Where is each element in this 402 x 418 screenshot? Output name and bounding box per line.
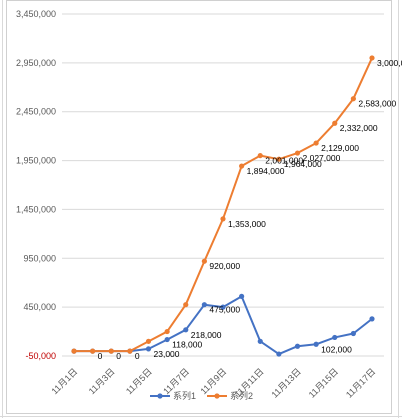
data-label: 2,332,000 (340, 123, 378, 133)
data-point (183, 327, 189, 333)
gridlines (62, 13, 384, 357)
sheet-gridline (2, 0, 3, 418)
data-point (220, 216, 226, 222)
data-label: 3,000,000 (377, 58, 402, 68)
data-point (201, 302, 207, 308)
data-point (127, 348, 133, 354)
data-point (220, 304, 226, 310)
chart-area[interactable] (6, 0, 392, 414)
y-tick-label: 2,950,000 (16, 58, 56, 68)
data-label: 2,027,000 (303, 153, 341, 163)
y-axis-tick-labels: -50,000 450,000 950,000 1,450,000 1,950,000 2… (16, 9, 56, 361)
data-point (350, 330, 356, 337)
data-point (164, 336, 170, 343)
data-point (183, 302, 189, 308)
data-label: 23,000 (154, 349, 180, 359)
data-label: 0 (135, 351, 140, 361)
data-point (145, 346, 152, 352)
data-label: 2,583,000 (358, 99, 396, 109)
x-tick-label: 11月5日 (124, 366, 154, 396)
legend[interactable]: 系列1 系列2 (150, 390, 253, 401)
data-label: 102,000 (321, 344, 352, 354)
y-tick-label: 2,450,000 (16, 107, 56, 117)
x-tick-label: 11月15日 (307, 366, 340, 399)
legend-entry[interactable]: 系列1 (173, 390, 196, 401)
data-label: 118,000 (172, 340, 202, 350)
data-label: 0 (98, 351, 103, 361)
data-point (239, 163, 245, 169)
y-tick-label: 950,000 (23, 253, 56, 263)
data-point (294, 150, 301, 156)
data-label: 475,000 (209, 305, 240, 315)
data-point (350, 96, 356, 102)
y-tick-label: 1,950,000 (16, 156, 56, 166)
data-label: 218,000 (191, 330, 222, 340)
data-label: 1,964,000 (284, 159, 322, 169)
data-point (332, 334, 338, 341)
data-point (164, 328, 170, 335)
data-label: 1,353,000 (228, 219, 266, 229)
legend-marker (157, 393, 163, 399)
data-point (332, 120, 338, 126)
sheet-gridline (0, 416, 402, 417)
data-label: 0 (116, 351, 121, 361)
data-point (313, 341, 319, 347)
data-point (257, 338, 263, 344)
x-axis-tick-labels: 11月1日 11月3日 11月5日 11月7日 11月9日 11月11日 11月13日 11月… (49, 366, 377, 399)
y-tick-label: 3,450,000 (16, 9, 56, 19)
data-label: 2,001,000 (265, 156, 303, 166)
y-tick-label: -50,000 (25, 351, 56, 361)
data-label: 2,129,000 (321, 143, 359, 153)
data-point (294, 343, 301, 349)
data-point (276, 351, 282, 357)
data-label: 1,894,000 (247, 166, 285, 176)
data-label: 920,000 (209, 261, 240, 271)
legend-marker (214, 393, 220, 399)
data-point (369, 316, 375, 322)
y-tick-label: 1,450,000 (16, 204, 56, 214)
y-tick-label: 450,000 (23, 302, 56, 312)
data-point (145, 338, 152, 344)
data-point (257, 152, 263, 159)
data-point (239, 293, 245, 299)
data-point (71, 348, 77, 354)
x-tick-label: 11月13日 (269, 366, 302, 399)
sheet-gridline (398, 0, 399, 418)
x-tick-label: 11月9日 (198, 366, 228, 396)
x-tick-label: 11月3日 (87, 366, 117, 396)
data-point (369, 55, 375, 61)
x-tick-label: 11月1日 (49, 366, 79, 396)
data-point (108, 348, 114, 354)
x-tick-label: 11月17日 (344, 366, 377, 399)
data-point (90, 348, 96, 354)
legend-entry[interactable]: 系列2 (230, 390, 253, 401)
series-lines (71, 55, 375, 357)
data-point (313, 140, 319, 146)
data-point (276, 156, 282, 162)
data-point (201, 258, 207, 264)
